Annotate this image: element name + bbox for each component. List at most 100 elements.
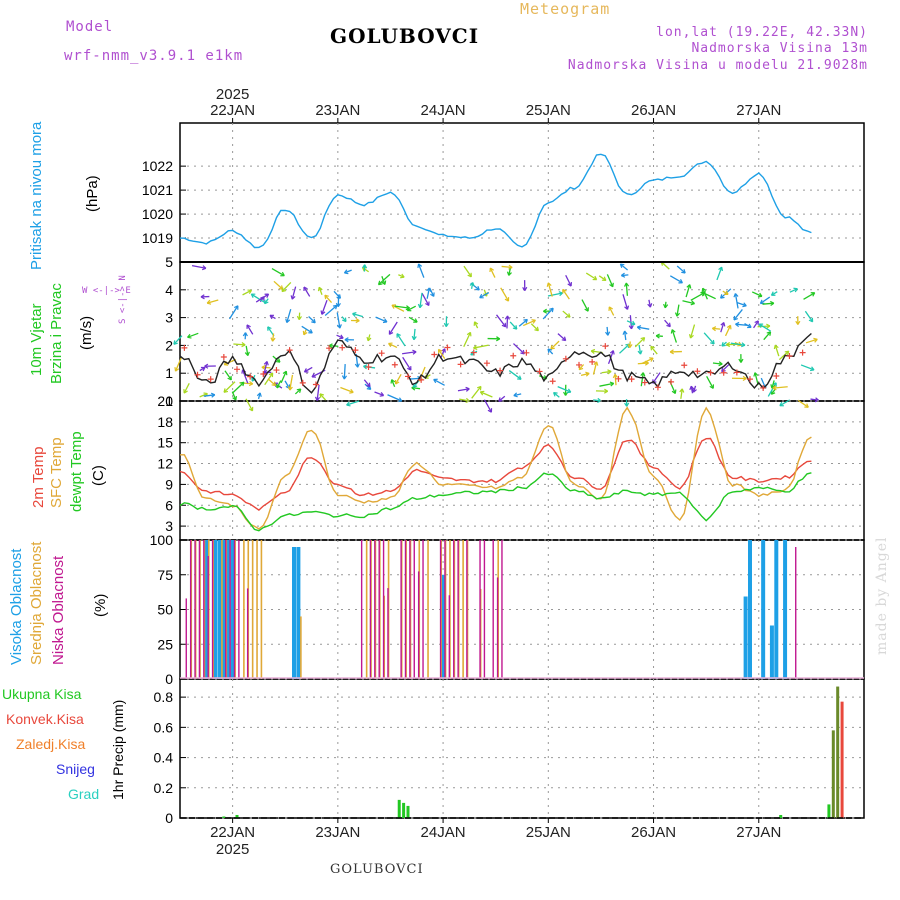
precip-bar [827, 804, 831, 818]
wind-arrowhead [475, 285, 480, 291]
wind-arrowhead [407, 366, 412, 371]
wind-arrow [606, 326, 609, 336]
wind-arrowhead [630, 320, 636, 326]
wind-arrowhead [256, 392, 262, 397]
wind-arrow [763, 331, 772, 341]
wind-arrow [250, 293, 265, 303]
wind-arrow [391, 304, 405, 312]
wind-arrow [199, 392, 208, 398]
year-label-bottom: 2025 [216, 841, 249, 858]
wind-arrow [426, 287, 430, 299]
wind-arrowhead [417, 303, 423, 309]
wind-arrowhead [700, 291, 705, 297]
wind-arrowhead [489, 267, 495, 273]
wind-arrowhead [733, 293, 739, 298]
wind-arrow [712, 327, 721, 330]
wind-arrowhead [247, 289, 253, 295]
wind-arrow [730, 342, 746, 346]
wind-arrow [411, 387, 421, 390]
wind-arrowhead [290, 295, 296, 300]
wind-arrow [547, 282, 553, 297]
wind-gust-marker [720, 369, 727, 376]
year-label-top: 2025 [216, 86, 249, 103]
wind-arrow [779, 399, 791, 407]
wind-arrow [800, 364, 815, 371]
wind-arrowhead [352, 312, 357, 317]
wind-arrowhead [394, 379, 400, 385]
wind-arrow [245, 398, 254, 412]
wind-gust-marker [418, 376, 425, 383]
wind-arrowhead [282, 370, 288, 376]
wind-arrow [753, 320, 759, 329]
wind-arrowhead [640, 336, 646, 342]
wind-arrowhead [390, 379, 396, 384]
wind-arrow [396, 333, 406, 347]
wind-arrow [721, 363, 731, 373]
wind-arrowhead [336, 324, 342, 329]
wind-arrow [547, 292, 563, 297]
wind-arrow [346, 400, 360, 406]
wind-arrow [378, 273, 391, 286]
wind-arrowhead [512, 325, 518, 330]
wind-gust-marker [365, 363, 372, 370]
wind-arrow [417, 263, 425, 278]
wind-arrowhead [267, 326, 272, 331]
wind-arrowhead [753, 372, 759, 377]
precip-bar [406, 805, 410, 818]
wind-arrowhead [173, 340, 178, 345]
wind-arrowhead [355, 318, 360, 324]
wind-arrowhead [757, 292, 763, 298]
wind-arrow [735, 323, 750, 327]
wind-arrow [797, 399, 809, 408]
wind-arrowhead [733, 315, 738, 321]
wind-arrowhead [263, 361, 269, 366]
wind-arrowhead [324, 294, 329, 300]
wind-arrowhead [200, 366, 206, 372]
wind-arrowhead [561, 336, 567, 342]
wind-arrow [803, 292, 816, 300]
y-tick-label: 9 [165, 476, 173, 492]
wind-arrowhead [779, 401, 784, 407]
wind-arrow [340, 386, 354, 394]
wind-arrowhead [701, 287, 707, 293]
wind-arrow [734, 293, 739, 309]
wind-arrowhead [275, 358, 281, 363]
wind-gust-marker [378, 350, 385, 357]
y-tick-label: 75 [157, 567, 173, 583]
day-label-top: 26JAN [631, 102, 676, 119]
wind-arrow [621, 274, 629, 277]
wind-arrow [319, 393, 327, 401]
wind-arrow [303, 286, 311, 297]
wind-arrow [720, 322, 725, 333]
wind-arrow [483, 399, 492, 413]
wind-gust-marker [589, 358, 596, 365]
wind-arrow [255, 293, 269, 303]
wind-arrow [622, 294, 629, 310]
wind-gust-marker [431, 351, 438, 358]
wind-arrowhead [601, 276, 607, 282]
wind-arrow [344, 269, 352, 274]
wind-arrow [413, 328, 416, 340]
wind-arrowhead [242, 332, 248, 337]
wind-gust-marker [457, 361, 464, 368]
wind-arrowhead [671, 389, 677, 395]
wind-arrowhead [766, 323, 771, 329]
wind-arrow [394, 305, 410, 309]
wind-arrowhead [772, 385, 777, 391]
wind-arrowhead [246, 324, 251, 329]
y-tick-label: 0.4 [154, 750, 174, 766]
wind-arrow [308, 316, 316, 324]
wind-arrowhead [622, 330, 628, 335]
wind-arrowhead [232, 395, 238, 401]
precip-bar [836, 686, 840, 818]
panel-frame-r [179, 678, 865, 819]
wind-arrowhead [248, 381, 254, 387]
wind-arrow [760, 296, 771, 305]
wind-arrow [702, 287, 708, 300]
footer-station: GOLUBOVCI [330, 862, 424, 877]
wind-arrow [489, 267, 496, 278]
wind-gust-marker [234, 366, 240, 373]
wind-arrowhead [655, 333, 660, 339]
precip-bar [397, 799, 401, 818]
wind-arrow [173, 335, 183, 345]
